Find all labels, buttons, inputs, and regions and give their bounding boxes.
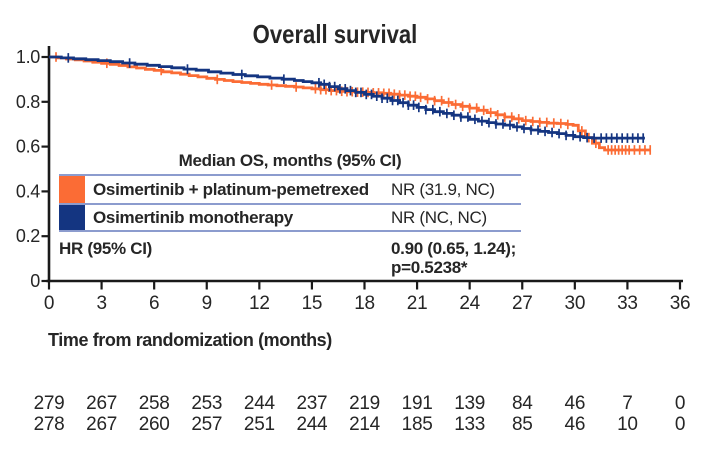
stats-table-header: Median OS, months (95% CI) (178, 151, 402, 170)
risk-count-mono: 10 (617, 414, 638, 435)
risk-count-combo: 0 (675, 393, 685, 414)
x-tick-label: 6 (149, 293, 159, 314)
risk-count-mono: 267 (86, 414, 117, 435)
median-os-table: Median OS, months (95% CI) Osimertinib +… (59, 150, 521, 277)
km-curve-mono (49, 55, 645, 140)
risk-count-combo: 279 (34, 393, 65, 414)
combo-median-value: NR (31.9, NC) (391, 179, 495, 199)
y-tick-label: 0.4 (16, 181, 40, 201)
risk-count-mono: 244 (297, 414, 329, 435)
hr-pvalue: p=0.5238* (391, 258, 468, 277)
risk-count-mono: 185 (402, 414, 433, 435)
x-tick-label: 12 (249, 293, 270, 314)
risk-count-combo: 46 (565, 393, 586, 414)
x-tick-label: 18 (354, 293, 375, 314)
x-tick-label: 24 (459, 293, 480, 314)
x-tick-label: 3 (96, 293, 106, 314)
combo-label: Osimertinib + platinum-pemetrexed (93, 179, 369, 199)
risk-count-combo: 253 (191, 393, 222, 414)
risk-count-combo: 84 (512, 393, 533, 414)
risk-count-mono: 133 (454, 414, 485, 435)
y-tick-label: 0.8 (16, 92, 40, 112)
stats-row-mono: Osimertinib monotherapy NR (NC, NC) (59, 203, 521, 232)
x-tick-label: 27 (512, 293, 533, 314)
x-tick-label: 9 (202, 293, 212, 314)
mono-median-value: NR (NC, NC) (391, 207, 487, 227)
hr-value-line1: 0.90 (0.65, 1.24); (391, 239, 517, 258)
y-tick-label: 0 (30, 271, 40, 291)
risk-count-mono: 278 (34, 414, 65, 435)
y-tick-label: 0.2 (16, 226, 40, 246)
y-tick-label: 1.0 (16, 47, 40, 67)
hr-label: HR (95% CI) (59, 239, 153, 258)
risk-count-combo: 219 (349, 393, 380, 414)
x-tick-label: 33 (617, 293, 638, 314)
combo-color-swatch (59, 176, 85, 203)
hr-value: 0.90 (0.65, 1.24); p=0.5238* (391, 239, 521, 277)
risk-count-combo: 267 (86, 393, 117, 414)
risk-count-mono: 251 (244, 414, 275, 435)
risk-count-mono: 214 (349, 414, 381, 435)
risk-count-combo: 237 (297, 393, 328, 414)
risk-count-mono: 85 (512, 414, 533, 435)
risk-count-mono: 257 (191, 414, 222, 435)
risk-count-combo: 139 (454, 393, 485, 414)
y-tick-label: 0.6 (16, 137, 40, 157)
risk-count-combo: 244 (244, 393, 276, 414)
stats-row-combo: Osimertinib + platinum-pemetrexed NR (31… (59, 174, 521, 203)
km-curve-combo (49, 55, 651, 152)
risk-count-combo: 191 (402, 393, 433, 414)
risk-count-mono: 0 (675, 414, 685, 435)
risk-count-mono: 46 (565, 414, 586, 435)
x-axis-title: Time from randomization (months) (48, 330, 332, 350)
risk-count-combo: 7 (622, 393, 632, 414)
x-tick-label: 36 (670, 293, 691, 314)
risk-count-mono: 260 (139, 414, 170, 435)
chart-title: Overall survival (252, 19, 418, 49)
risk-count-combo: 258 (139, 393, 170, 414)
x-tick-label: 0 (44, 293, 54, 314)
hr-row: HR (95% CI) 0.90 (0.65, 1.24); p=0.5238* (59, 239, 521, 277)
mono-color-swatch (59, 205, 85, 230)
x-tick-label: 15 (302, 293, 323, 314)
x-tick-label: 30 (565, 293, 586, 314)
mono-label: Osimertinib monotherapy (93, 207, 293, 227)
x-tick-label: 21 (407, 293, 428, 314)
